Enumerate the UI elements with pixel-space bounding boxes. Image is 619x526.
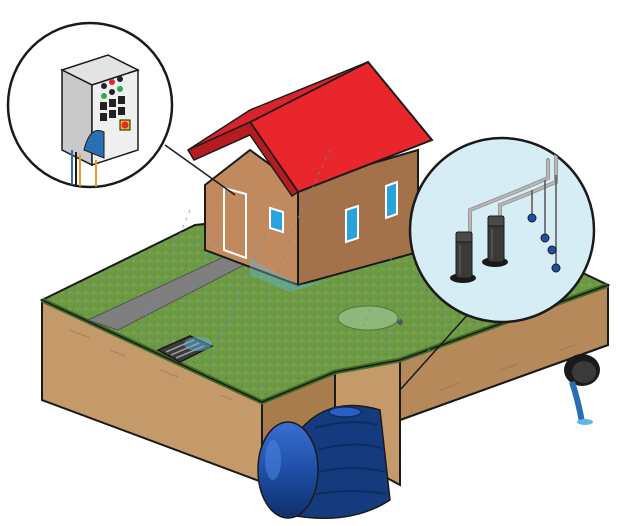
- drain-grate-icon: [156, 335, 214, 363]
- water-tank-icon: [257, 404, 391, 519]
- house: [186, 60, 434, 287]
- runoff-zone: [250, 258, 330, 292]
- right-inset-pointer: [399, 311, 471, 391]
- control-panel-icon: [60, 54, 140, 187]
- left-inset-pointer: [164, 144, 236, 196]
- control-panel-inset: [6, 21, 174, 189]
- sprinkler-head: [397, 319, 403, 325]
- window-side-1: [345, 204, 359, 244]
- outlet-pipe-icon: [564, 354, 600, 425]
- pumps-sprinklers-icon: [450, 148, 561, 283]
- rain-lines: [139, 149, 456, 376]
- puddle: [337, 305, 399, 331]
- window-front: [269, 206, 284, 234]
- window-side-2: [385, 180, 398, 220]
- pumps-sprinklers-inset: [408, 136, 596, 324]
- house-door: [223, 186, 247, 260]
- roof-front: [187, 61, 369, 151]
